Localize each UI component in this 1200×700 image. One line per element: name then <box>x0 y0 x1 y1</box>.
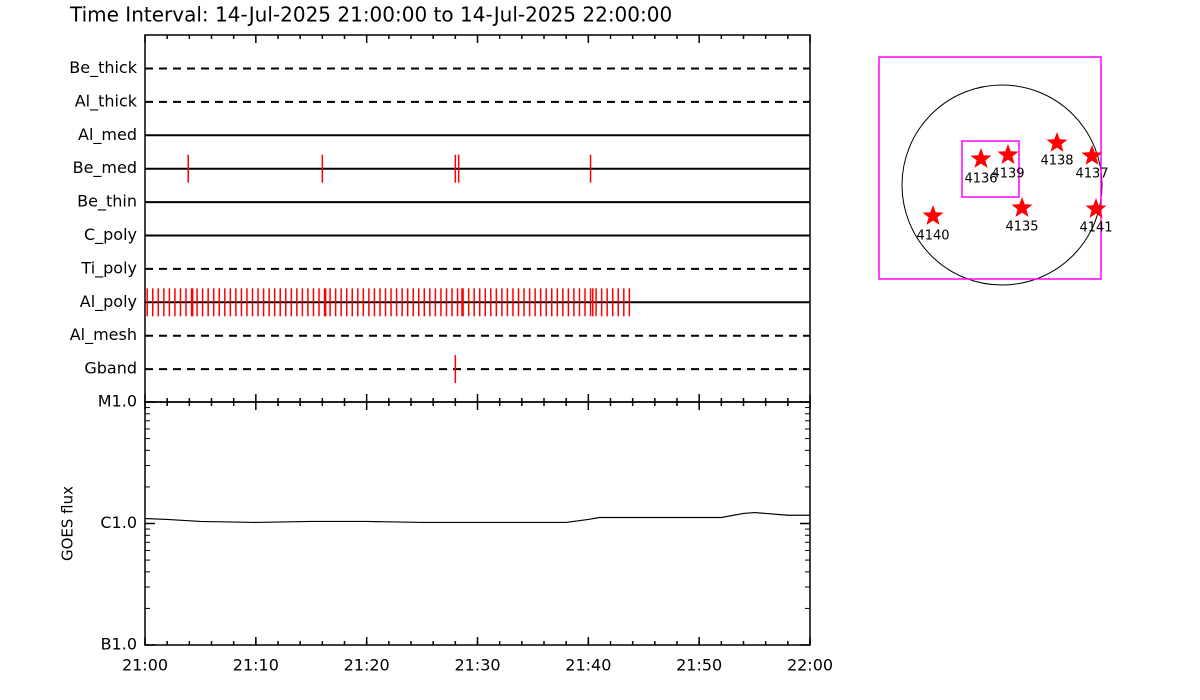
timeline-frame <box>144 34 811 403</box>
region-star <box>970 148 992 168</box>
row-label: Al_thick <box>75 91 138 111</box>
row-label: Be_thick <box>69 58 137 78</box>
region-label: 4141 <box>1079 221 1112 236</box>
fov-box <box>961 140 1020 198</box>
sun-disk <box>901 84 1103 286</box>
goes-frame <box>144 401 811 646</box>
region-label: 4137 <box>1075 167 1108 182</box>
fov-box <box>878 56 1102 280</box>
goes-curve <box>144 511 810 524</box>
row-label: Al_med <box>78 125 137 145</box>
row-label: Al_mesh <box>70 325 137 345</box>
x-tick-label: 21:40 <box>565 656 611 675</box>
region-star <box>1081 145 1103 165</box>
x-tick-label: 22:00 <box>787 656 833 675</box>
y-tick-label: M1.0 <box>98 392 137 411</box>
title: Time Interval: 14-Jul-2025 21:00:00 to 1… <box>69 3 672 27</box>
x-tick-label: 21:30 <box>454 656 500 675</box>
region-star <box>997 144 1019 164</box>
region-star <box>1046 132 1068 152</box>
row-label: Gband <box>84 359 137 378</box>
region-star <box>922 205 944 225</box>
row-label: Be_med <box>73 158 137 178</box>
region-star <box>1011 197 1033 217</box>
x-tick-label: 21:10 <box>233 656 279 675</box>
x-tick-label: 21:50 <box>676 656 722 675</box>
y-tick-label: B1.0 <box>101 635 137 654</box>
y-axis-label: GOES flux <box>59 486 77 561</box>
region-star <box>1085 198 1107 218</box>
x-tick-label: 21:20 <box>344 656 390 675</box>
row-label: Al_poly <box>80 292 137 312</box>
region-label: 4138 <box>1040 154 1073 169</box>
row-label: Be_thin <box>77 192 137 212</box>
region-label: 4140 <box>916 229 949 244</box>
row-label: Ti_poly <box>80 258 137 278</box>
y-tick-label: C1.0 <box>100 513 137 532</box>
region-label: 4139 <box>991 167 1024 182</box>
region-label: 4136 <box>964 172 997 187</box>
x-tick-label: 21:00 <box>122 656 168 675</box>
region-label: 4135 <box>1005 220 1038 235</box>
row-label: C_poly <box>84 225 137 245</box>
